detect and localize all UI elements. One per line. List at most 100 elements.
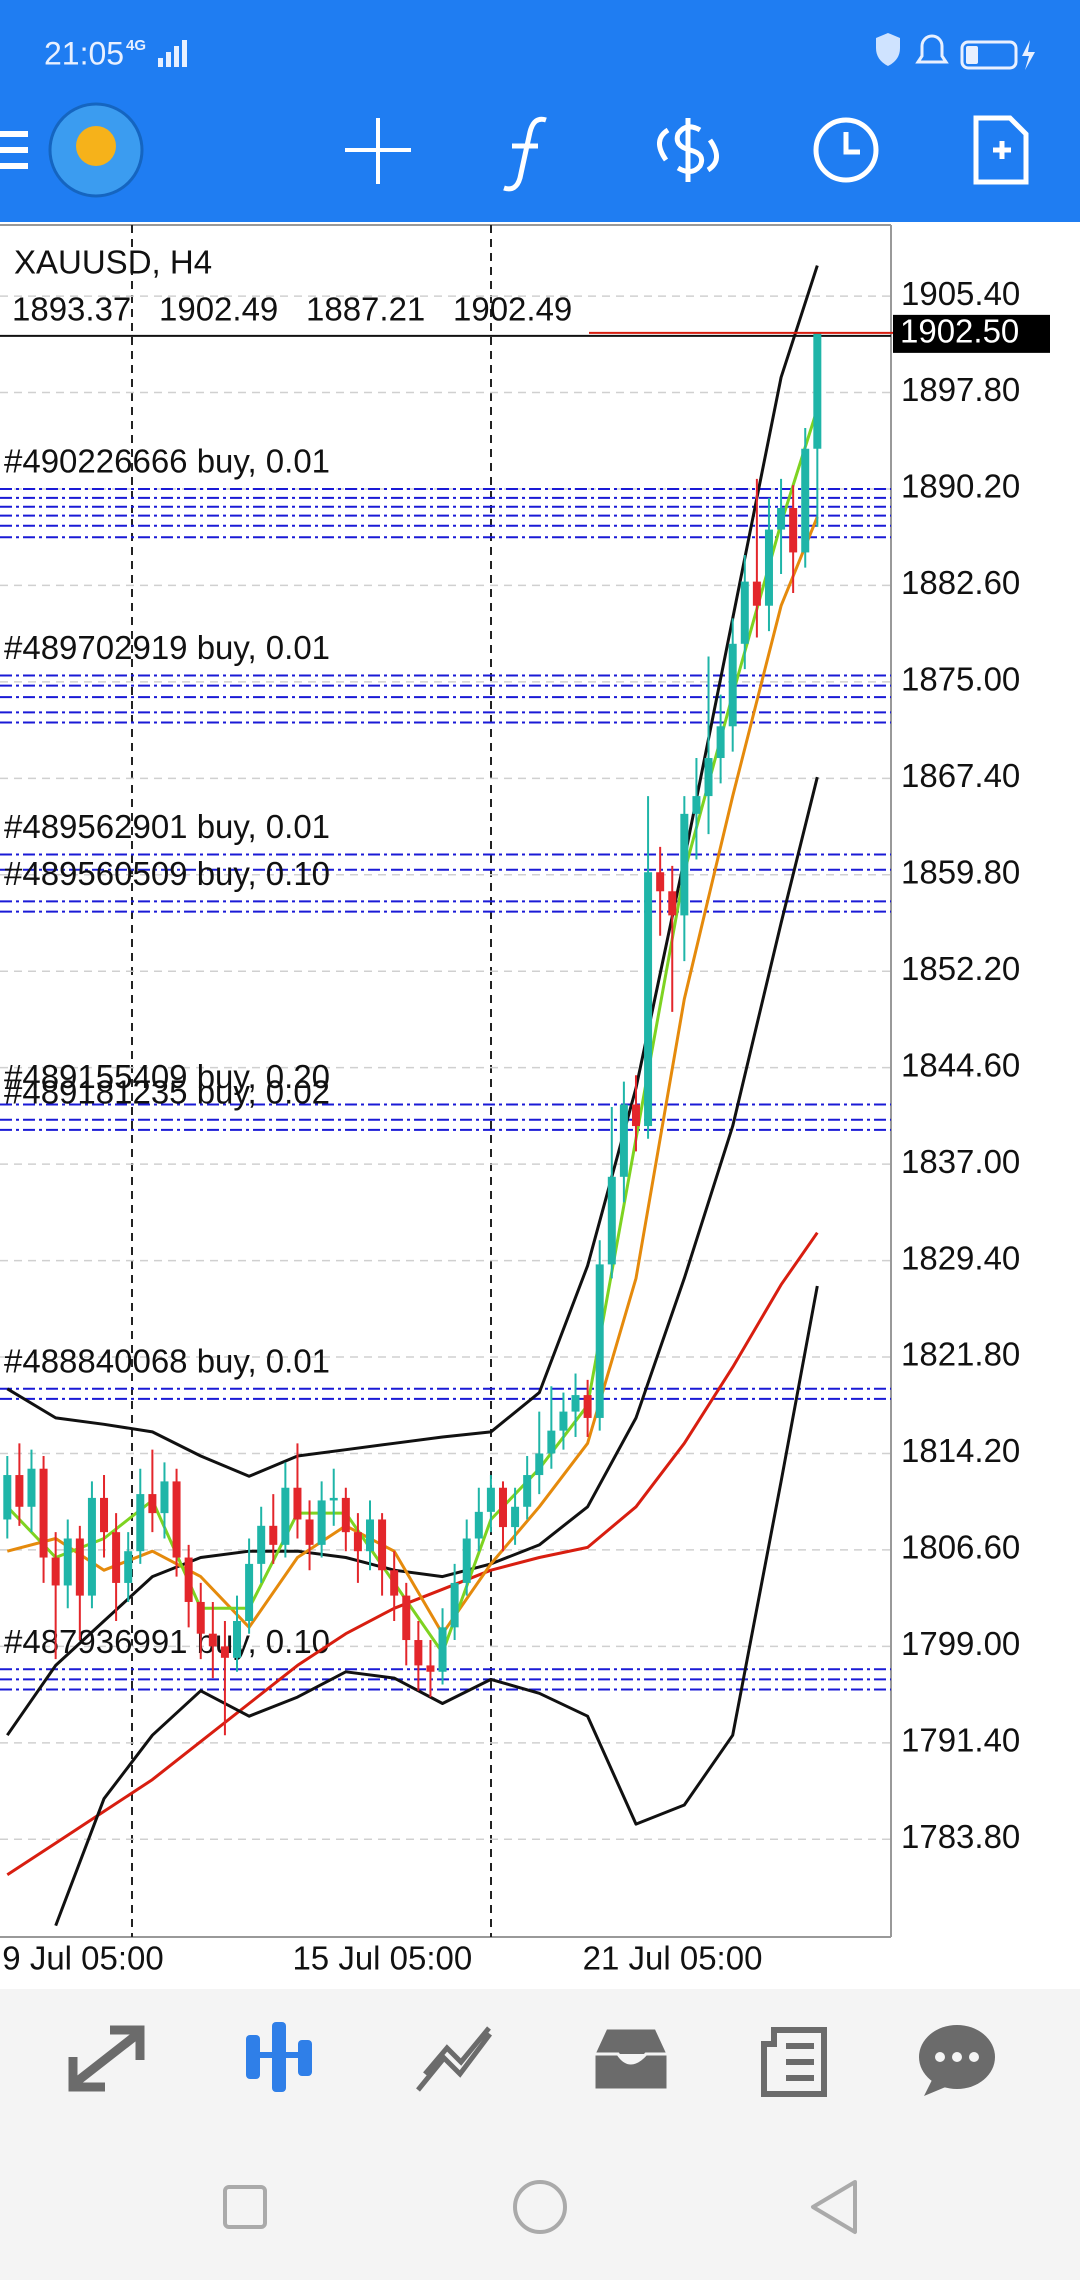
new-order-button[interactable]: [973, 115, 1029, 185]
battery-level: [966, 46, 978, 64]
candle-body: [402, 1595, 411, 1641]
status-time: 21:05: [44, 35, 124, 71]
order-label: #489702919 buy, 0.01: [4, 629, 330, 666]
candle-body: [378, 1519, 387, 1571]
candle-body: [511, 1506, 520, 1528]
battery-icon: [960, 40, 1018, 70]
y-tick-label: 1799.00: [901, 1625, 1020, 1662]
candle-body: [353, 1532, 362, 1552]
nav-back[interactable]: [811, 2180, 857, 2234]
candle-body: [619, 1104, 628, 1177]
order-label: #489562901 buy, 0.01: [4, 808, 330, 845]
candle-body: [160, 1481, 169, 1514]
candle-body: [317, 1500, 326, 1545]
trade-tab[interactable]: [416, 2026, 492, 2092]
y-tick-label: 1837.00: [901, 1143, 1020, 1180]
trade-button[interactable]: [657, 118, 719, 182]
candle-body: [15, 1475, 24, 1507]
charging-icon: [1022, 40, 1035, 70]
candle-body: [704, 758, 713, 797]
candle-body: [329, 1497, 338, 1501]
candle-body: [571, 1395, 580, 1412]
nav-recent[interactable]: [223, 2185, 267, 2229]
candle-body: [656, 872, 665, 892]
order-label: #489560509 buy, 0.10: [4, 855, 330, 892]
candle-body: [269, 1525, 278, 1545]
candle-body: [752, 581, 761, 606]
y-tick-label: 1882.60: [901, 564, 1020, 601]
bottom-nav: [0, 1989, 1080, 2280]
bell-icon: [915, 34, 949, 64]
history-tab[interactable]: [592, 2026, 670, 2092]
candle-body: [257, 1525, 266, 1564]
price-box: [893, 314, 1050, 353]
news-tab[interactable]: [761, 2027, 827, 2097]
candle-body: [196, 1601, 205, 1634]
candle-body: [281, 1487, 290, 1545]
chart: XAUUSD, H4 1905.40 1897.80 1890.20 1882.60 1…: [0, 224, 1020, 1977]
candle-body: [668, 891, 677, 916]
y-tick-label: 1867.40: [901, 757, 1020, 794]
order-label: #489181235 buy, 0.02: [4, 1073, 330, 1110]
candle-body: [583, 1395, 592, 1418]
candle-body: [728, 643, 737, 727]
indicator-line: [6, 1231, 819, 1877]
chart-tab[interactable]: [246, 2022, 312, 2092]
candle-body: [801, 448, 810, 553]
indicators-button[interactable]: [503, 116, 547, 192]
candle-body: [474, 1511, 483, 1539]
candle-body: [172, 1481, 181, 1558]
candle-body: [148, 1494, 157, 1514]
indicator-line: [6, 408, 819, 1655]
app-header: [0, 0, 1080, 222]
y-tick-label: 1875.00: [901, 661, 1020, 698]
candle-body: [208, 1633, 217, 1647]
candle-body: [75, 1538, 84, 1596]
x-tick-label: 15 Jul 05:00: [292, 1940, 472, 1977]
candle-body: [523, 1475, 532, 1507]
candle-body: [777, 508, 786, 530]
y-tick-label: 1844.60: [901, 1046, 1020, 1083]
price-box-label: 1902.50: [900, 313, 1019, 350]
candle-body: [27, 1468, 36, 1507]
candle-body: [740, 581, 749, 644]
y-tick-label: 1791.40: [901, 1722, 1020, 1759]
ohlc-value: 1887.21: [306, 291, 425, 328]
candle-body: [535, 1453, 544, 1476]
menu-button[interactable]: [0, 131, 28, 169]
indicator-line: [54, 1285, 819, 1927]
order-label: #489155409 buy, 0.20: [4, 1058, 330, 1095]
candle-body: [450, 1582, 459, 1628]
signal-icon: [158, 40, 187, 67]
candle-body: [390, 1570, 399, 1596]
candle-body: [559, 1411, 568, 1431]
x-tick-label: 21 Jul 05:00: [583, 1940, 763, 1977]
y-tick-label: 1852.20: [901, 950, 1020, 987]
candle-body: [486, 1487, 495, 1512]
indicator-line: [6, 265, 819, 1478]
ohlc-value: 1893.37: [12, 291, 131, 328]
candle-body: [136, 1494, 145, 1552]
candle-body: [124, 1551, 133, 1583]
chart-symbol: XAUUSD, H4: [14, 244, 212, 281]
candle-body: [595, 1264, 604, 1418]
quotes-tab[interactable]: [68, 2025, 145, 2092]
order-label: #488840068 buy, 0.01: [4, 1342, 330, 1379]
candle-body: [764, 529, 773, 606]
indicator-line: [6, 516, 819, 1636]
candle-body: [692, 796, 701, 814]
candle-body: [100, 1497, 109, 1533]
timeframe-button[interactable]: [813, 117, 879, 183]
messages-tail: [924, 2080, 948, 2096]
candle-body: [341, 1497, 350, 1533]
crosshair-button[interactable]: [345, 118, 411, 184]
candle-body: [462, 1538, 471, 1583]
candle-body: [112, 1532, 121, 1583]
nav-home[interactable]: [513, 2180, 567, 2234]
order-label: #487936991 buy, 0.10: [4, 1623, 330, 1660]
candle-body: [680, 813, 689, 916]
candle-body: [644, 872, 653, 1127]
candle-body: [414, 1640, 423, 1666]
